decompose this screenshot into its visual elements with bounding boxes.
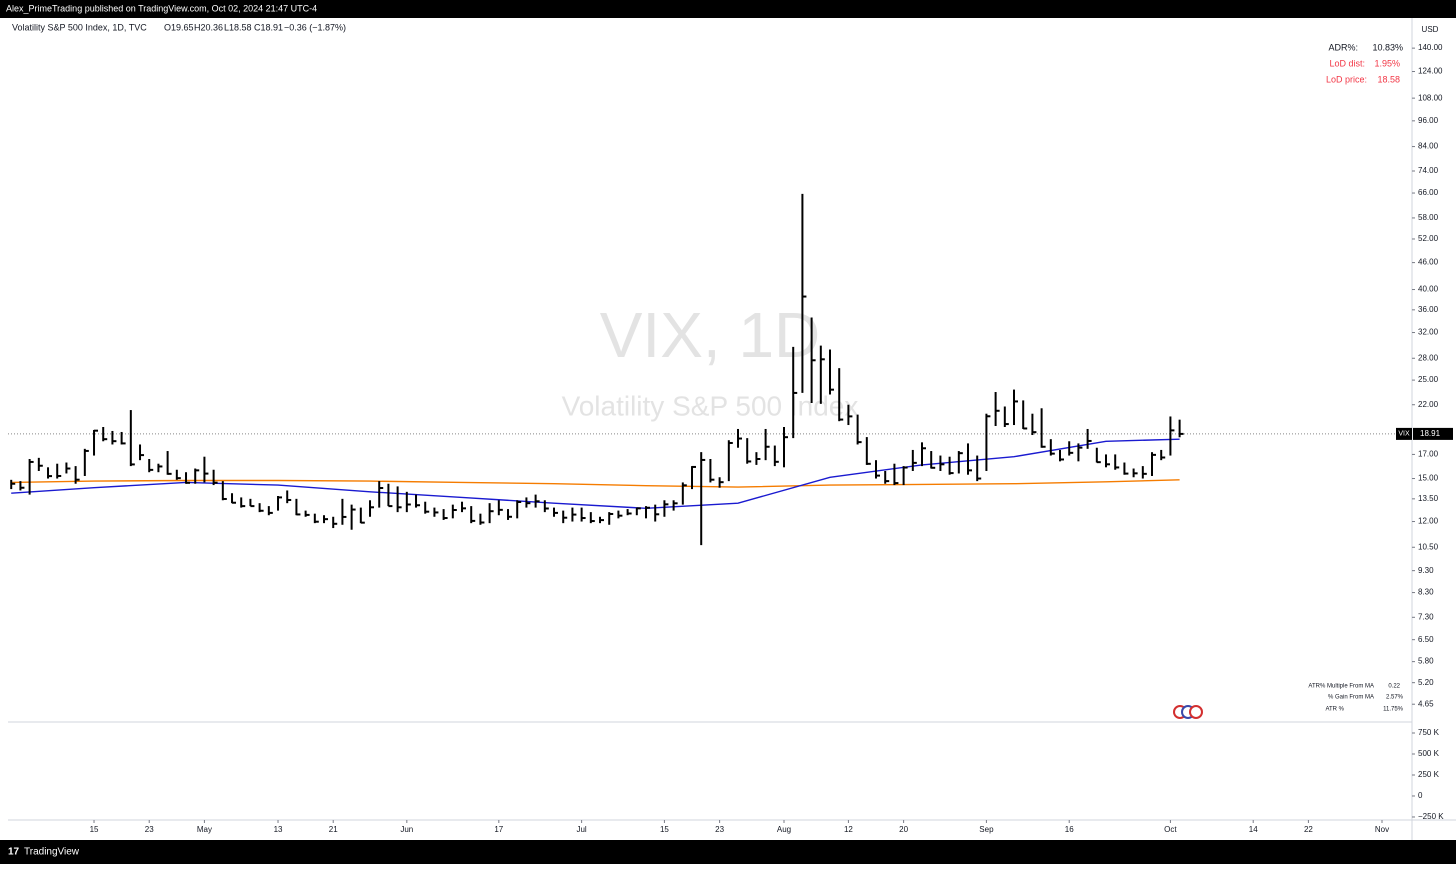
y-tick-label: 58.00 (1418, 213, 1439, 222)
y-tick-label: 52.00 (1418, 234, 1439, 243)
x-tick-label: Nov (1375, 825, 1389, 834)
y-tick-label: 9.30 (1418, 566, 1434, 575)
plot (8, 193, 1412, 546)
last-price-box (1413, 427, 1453, 440)
y-tick-label: 28.00 (1418, 353, 1439, 362)
x-tick-label: 23 (145, 825, 154, 834)
y-tick-label: 7.30 (1418, 612, 1434, 621)
publisher: Alex_PrimeTrading published on TradingVi… (6, 3, 317, 13)
indicator-value: 18.58 (1377, 74, 1400, 84)
y-tick-label: 74.00 (1418, 166, 1439, 175)
change: −0.36 (−1.87%) (284, 22, 346, 32)
y-tick-label: 84.00 (1418, 142, 1439, 151)
x-tick-label: 16 (1065, 825, 1074, 834)
y-tick-label: 5.20 (1418, 678, 1434, 687)
stat-value: 2.57% (1386, 695, 1404, 701)
bottom-bar (0, 840, 1456, 864)
y-tick-label: 5.80 (1418, 657, 1434, 666)
y-tick-label: 12.00 (1418, 517, 1439, 526)
indicator-label: LoD dist: (1329, 58, 1365, 68)
y-tick-label: 32.00 (1418, 328, 1439, 337)
x-tick-label: May (197, 825, 212, 834)
last-price-symbol: VIX (1398, 431, 1410, 438)
y-tick-label: 140.00 (1418, 43, 1443, 52)
currency: USD (1422, 25, 1439, 34)
top-bar (0, 0, 1456, 18)
moving-average (11, 438, 1180, 510)
volume-tick-label: −250 K (1418, 812, 1444, 821)
ohlc-high: H20.36 (194, 22, 223, 32)
y-tick-label: 36.00 (1418, 305, 1439, 314)
indicator-value: 1.95% (1374, 58, 1400, 68)
watermark-ticker: VIX, 1D (600, 299, 821, 371)
y-tick-label: 15.00 (1418, 474, 1439, 483)
indicator-label: LoD price: (1326, 74, 1367, 84)
x-tick-label: Sep (979, 825, 994, 834)
y-tick-label: 66.00 (1418, 188, 1439, 197)
x-tick-label: 15 (90, 825, 99, 834)
x-tick-label: 17 (494, 825, 503, 834)
ohlc-low: L18.58 (224, 22, 252, 32)
y-tick-label: 17.00 (1418, 450, 1439, 459)
y-tick-label: 96.00 (1418, 116, 1439, 125)
x-tick-label: 21 (329, 825, 338, 834)
stat-label: % Gain From MA (1328, 695, 1374, 701)
last-price-label: 18.91 (1420, 429, 1441, 438)
x-tick-label: Aug (777, 825, 791, 834)
y-tick-label: 25.00 (1418, 375, 1439, 384)
x-tick-label: 22 (1304, 825, 1313, 834)
y-tick-label: 8.30 (1418, 588, 1434, 597)
ohlc-open: O19.65 (164, 22, 194, 32)
y-tick-label: 6.50 (1418, 635, 1434, 644)
volume-tick-label: 500 K (1418, 749, 1440, 758)
stat-label: ATR % (1325, 707, 1344, 713)
y-tick-label: 4.65 (1418, 699, 1434, 708)
y-tick-label: 124.00 (1418, 67, 1443, 76)
stat-value: 0.22 (1388, 684, 1400, 690)
ohlc-close: C18.91 (254, 22, 283, 32)
logo-mark: 17 (8, 847, 20, 858)
flag-icons (1173, 705, 1203, 719)
moving-average (11, 479, 1180, 488)
y-tick-label: 13.50 (1418, 494, 1439, 503)
indicator-label: ADR%: (1328, 42, 1358, 52)
stat-value: 11.75% (1383, 707, 1404, 713)
last-price-tag (1396, 427, 1412, 440)
stat-label: ATR% Multiple From MA (1308, 684, 1374, 690)
symbol-title: Volatility S&P 500 Index, 1D, TVC (12, 22, 147, 32)
x-tick-label: 20 (899, 825, 908, 834)
volume-tick-label: 250 K (1418, 770, 1440, 779)
y-tick-label: 22.00 (1418, 400, 1439, 409)
x-tick-label: Jun (400, 825, 413, 834)
x-tick-label: 23 (715, 825, 724, 834)
indicator-value: 10.83% (1372, 42, 1403, 52)
y-tick-label: 108.00 (1418, 93, 1443, 102)
y-tick-label: 40.00 (1418, 285, 1439, 294)
y-tick-label: 46.00 (1418, 258, 1439, 267)
volume-tick-label: 750 K (1418, 728, 1440, 737)
y-tick-label: 10.50 (1418, 542, 1439, 551)
x-tick-label: 12 (844, 825, 853, 834)
volume-tick-label: 0 (1418, 791, 1423, 800)
watermark-name: Volatility S&P 500 Index (562, 390, 859, 421)
x-tick-label: 14 (1249, 825, 1258, 834)
x-tick-label: 15 (660, 825, 669, 834)
brand: TradingView (24, 847, 80, 858)
x-tick-label: 13 (274, 825, 283, 834)
x-tick-label: Oct (1164, 825, 1177, 834)
x-tick-label: Jul (576, 825, 586, 834)
